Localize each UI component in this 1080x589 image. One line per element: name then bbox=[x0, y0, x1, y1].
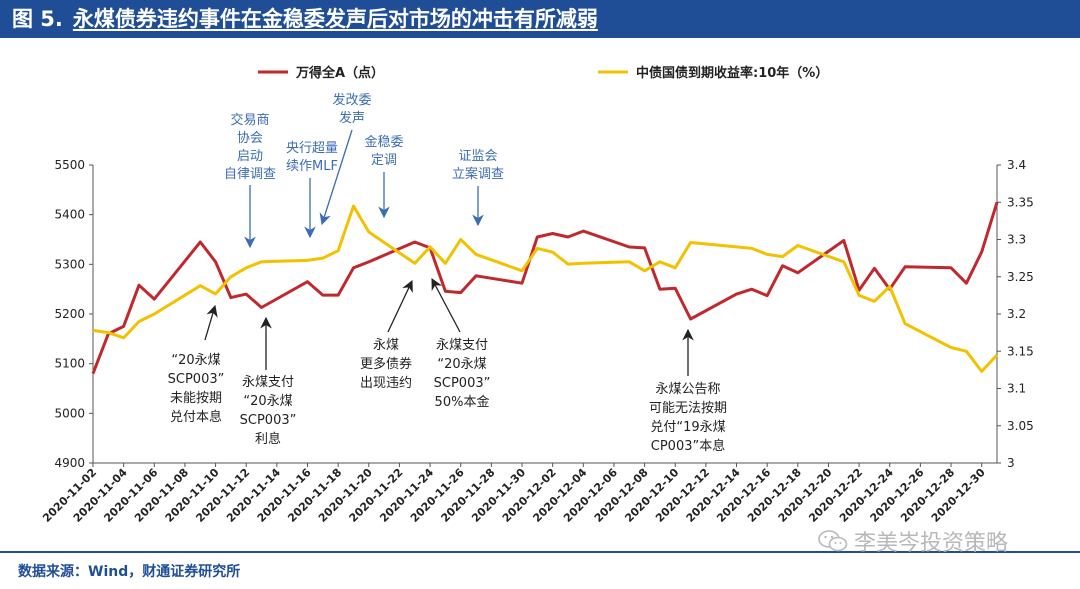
annotation-text: 更多债券 bbox=[360, 356, 412, 372]
y-left-tick-label: 5500 bbox=[54, 158, 85, 172]
annotation-text: 可能无法按期 bbox=[649, 401, 727, 416]
y-right-tick-label: 3.1 bbox=[1007, 382, 1026, 396]
annotation-text: SCP003” bbox=[240, 413, 297, 428]
y-left-tick-label: 5100 bbox=[54, 357, 85, 371]
y-left-tick-label: 5300 bbox=[54, 257, 85, 271]
y-right-tick-label: 3.15 bbox=[1007, 344, 1034, 358]
footer-rule bbox=[0, 551, 1080, 553]
annotation-text: 未能按期 bbox=[170, 391, 222, 406]
annotation-text: 续作MLF bbox=[286, 159, 338, 174]
annotation-text: 利息 bbox=[255, 431, 281, 447]
annotation-text: 立案调查 bbox=[452, 167, 504, 182]
x-tick-label: 2020-12-30 bbox=[929, 466, 988, 525]
annotation-arrow bbox=[204, 304, 218, 341]
annotation-text: 证监会 bbox=[458, 149, 497, 164]
watermark: 李美岑投资策略 bbox=[818, 526, 1008, 556]
annotation-text: “20永煤 bbox=[171, 353, 220, 368]
annotation-text: “20永煤 bbox=[243, 394, 292, 409]
y-right-tick-label: 3.05 bbox=[1007, 419, 1034, 433]
annotation-text: 出现违约 bbox=[360, 376, 412, 391]
annotation-arrow bbox=[319, 129, 353, 226]
source-note: 数据来源：Wind，财通证券研究所 bbox=[18, 564, 241, 580]
annotation-text: 交易商 bbox=[230, 112, 269, 128]
annotation-benjin: 永煤支付 “20永煤 SCP003” 50%本金 bbox=[431, 277, 491, 410]
figure-title: 永煤债券违约事件在金稳委发声后对市场的冲击有所减弱 bbox=[72, 7, 598, 31]
annotation-text: 金稳委 bbox=[364, 134, 403, 150]
annotation-text: 永煤支付 bbox=[242, 375, 294, 390]
y-right-tick-label: 3.25 bbox=[1007, 270, 1034, 284]
figure-label: 图 5. bbox=[12, 7, 63, 31]
y-left-tick-label: 5200 bbox=[54, 307, 85, 321]
annotation-arrow bbox=[431, 277, 461, 333]
annotation-text: 永煤公告称 bbox=[655, 382, 720, 397]
legend-label: 万得全A（点） bbox=[295, 65, 384, 81]
figure-title-bar: 图 5. 永煤债券违约事件在金稳委发声后对市场的冲击有所减弱 bbox=[0, 0, 1080, 38]
annotation-text: SCP003” bbox=[168, 372, 225, 387]
annotation-text: 央行超量 bbox=[286, 141, 338, 156]
y-left-tick-label: 4900 bbox=[54, 456, 85, 470]
annotation-text: 发声 bbox=[339, 110, 365, 126]
annotation-text: 永煤 bbox=[373, 338, 399, 353]
annotation-text: 发改委 bbox=[332, 92, 371, 108]
annotation-arrow bbox=[387, 279, 413, 333]
y-right-tick-label: 3.4 bbox=[1007, 158, 1026, 172]
y-left-tick-label: 5000 bbox=[54, 406, 85, 420]
annotation-text: 永煤支付 bbox=[436, 338, 488, 353]
y-right-tick-label: 3.2 bbox=[1007, 307, 1026, 321]
annotation-text: 协会 bbox=[237, 131, 263, 146]
y-right-tick-label: 3.3 bbox=[1007, 233, 1026, 247]
chart-legend: 万得全A（点） 中债国债到期收益率:10年（%） bbox=[258, 65, 828, 81]
y-left-tick-label: 5400 bbox=[54, 208, 85, 222]
annotation-text: 50%本金 bbox=[435, 394, 490, 410]
wechat-icon bbox=[818, 530, 848, 552]
annotation-text: 兑付本息 bbox=[170, 409, 222, 425]
annotation-text: 启动 bbox=[237, 149, 263, 164]
y-right-tick-label: 3 bbox=[1007, 456, 1015, 470]
series-line-wind-a bbox=[91, 201, 999, 375]
y-right-tick-label: 3.35 bbox=[1007, 195, 1034, 209]
annotation-text: SCP003” bbox=[434, 376, 491, 391]
watermark-text: 李美岑投资策略 bbox=[854, 531, 1009, 556]
legend-label: 中债国债到期收益率:10年（%） bbox=[636, 65, 828, 81]
annotation-text: “20永煤 bbox=[437, 357, 486, 372]
annotation-lixi: 永煤支付 “20永煤 SCP003” 利息 bbox=[240, 316, 297, 447]
chart-axes: 4900 5000 5100 5200 5300 5400 5500 3 3.05 3.1 3.15… bbox=[40, 158, 1034, 525]
annotation-text: 自律调查 bbox=[224, 167, 276, 182]
chart: 4900 5000 5100 5200 5300 5400 5500 3 3.05 3.1 3.15… bbox=[40, 65, 1034, 525]
series-line-bond-yield bbox=[92, 204, 999, 373]
annotation-text: CP003”本息 bbox=[651, 438, 725, 454]
chart-series bbox=[91, 201, 999, 375]
annotation-text: 定调 bbox=[371, 153, 397, 168]
annotation-text: 兑付“19永煤 bbox=[650, 420, 725, 435]
